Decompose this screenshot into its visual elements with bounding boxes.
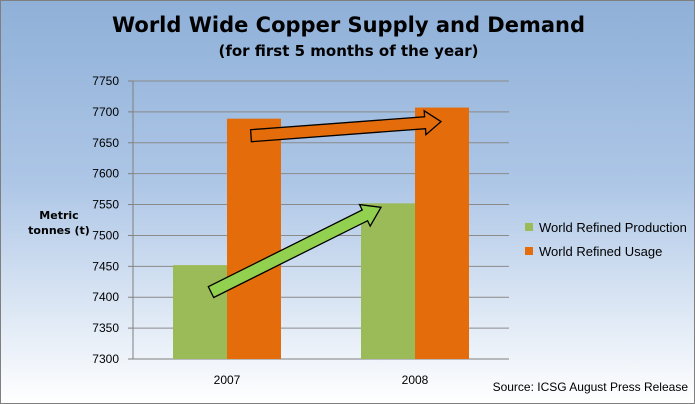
y-tick-label-7400: 7400 <box>92 290 119 304</box>
legend: World Refined Production World Refined U… <box>525 215 687 263</box>
bar-world-refined-usage-2008 <box>415 107 469 359</box>
chart-subtitle: (for first 5 months of the year) <box>218 42 479 60</box>
y-tick-label-7450: 7450 <box>92 259 119 273</box>
chart-title: World Wide Copper Supply and Demand <box>111 13 585 37</box>
legend-item-usage: World Refined Usage <box>525 239 687 263</box>
bar-world-refined-usage-2007 <box>227 118 281 359</box>
legend-label-production: World Refined Production <box>539 219 687 235</box>
y-tick-label-7600: 7600 <box>92 167 119 181</box>
y-axis-label: Metric tonnes (t) <box>28 209 90 237</box>
y-tick-label-7650: 7650 <box>92 136 119 150</box>
bar-world-refined-production-2008 <box>361 203 415 359</box>
legend-swatch-usage <box>525 247 533 255</box>
y-tick-label-7550: 7550 <box>92 198 119 212</box>
legend-label-usage: World Refined Usage <box>539 243 663 259</box>
x-tick-label-2008: 2008 <box>402 373 429 387</box>
trend-arrow-usage <box>249 109 443 143</box>
y-tick-label-7350: 7350 <box>92 321 119 335</box>
x-tick-label-2007: 2007 <box>214 373 241 387</box>
legend-item-production: World Refined Production <box>525 215 687 239</box>
y-tick-label-7750: 7750 <box>92 74 119 88</box>
legend-swatch-production <box>525 223 533 231</box>
y-tick-label-7500: 7500 <box>92 228 119 242</box>
bar-world-refined-production-2007 <box>173 265 227 359</box>
y-tick-label-7700: 7700 <box>92 105 119 119</box>
trend-arrow-production <box>207 203 383 299</box>
y-tick-label-7300: 7300 <box>92 352 119 366</box>
source-note: Source: ICSG August Press Release <box>492 380 688 394</box>
